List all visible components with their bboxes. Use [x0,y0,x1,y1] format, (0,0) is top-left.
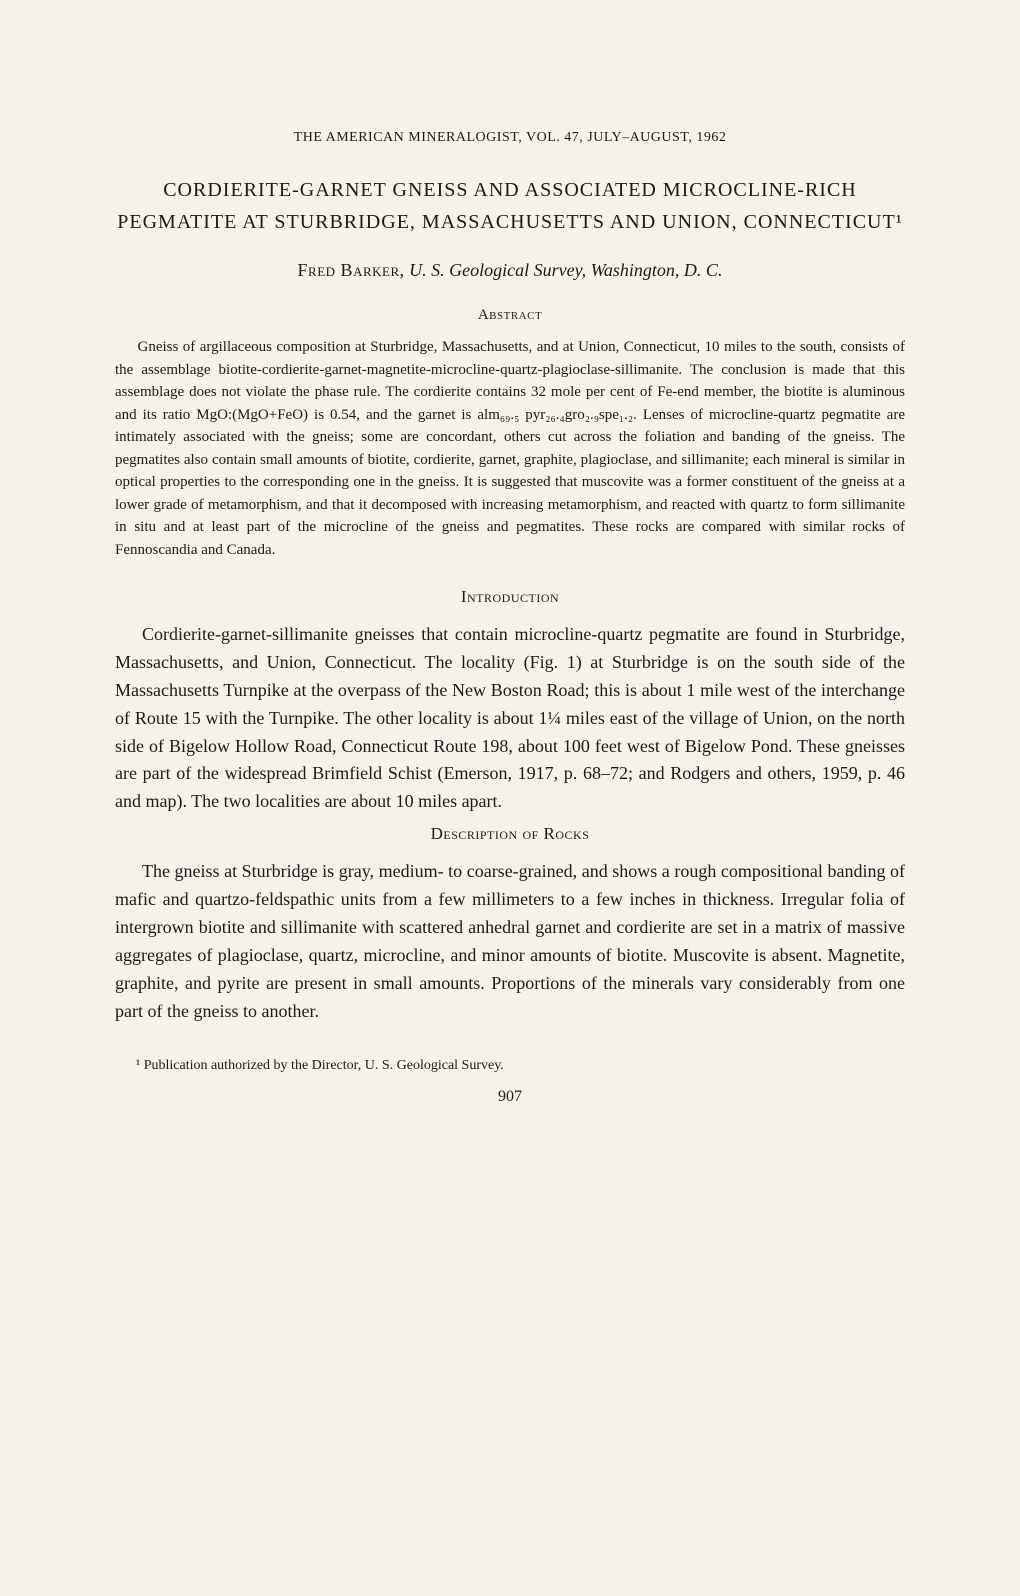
description-paragraph: The gneiss at Sturbridge is gray, medium… [115,858,905,1025]
footnote: ¹ Publication authorized by the Director… [115,1058,905,1074]
author-affiliation: U. S. Geological Survey, Washington, D. … [409,260,722,280]
abstract-text: Gneiss of argillaceous composition at St… [115,336,905,561]
abstract-heading: Abstract [115,307,905,324]
page-number: 907 [115,1088,905,1106]
article-title: CORDIERITE-GARNET GNEISS AND ASSOCIATED … [115,174,905,238]
introduction-paragraph: Cordierite-garnet-sillimanite gneisses t… [115,621,905,816]
page-container: THE AMERICAN MINERALOGIST, VOL. 47, JULY… [0,0,1020,1596]
author-name: Fred Barker, [298,260,405,280]
section-heading-introduction: Introduction [115,587,905,607]
author-line: Fred Barker, U. S. Geological Survey, Wa… [115,260,905,281]
journal-header: THE AMERICAN MINERALOGIST, VOL. 47, JULY… [115,130,905,146]
section-heading-description: Description of Rocks [115,824,905,844]
